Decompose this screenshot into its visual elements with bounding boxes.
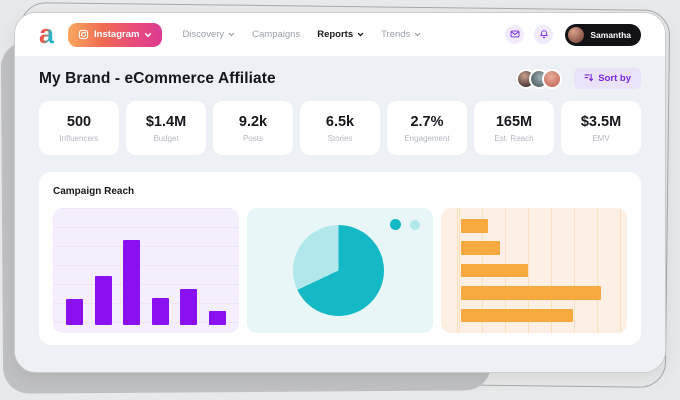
chevron-down-icon <box>357 31 364 38</box>
bar <box>461 263 529 278</box>
bar-series <box>461 219 601 322</box>
legend-dot <box>390 219 401 230</box>
stat-label: Stories <box>327 133 353 143</box>
app-logo[interactable]: a <box>39 19 55 49</box>
sort-icon <box>584 73 594 85</box>
nav-item-reports[interactable]: Reports <box>317 29 364 40</box>
stat-card-posts: 9.2k Posts <box>213 101 293 155</box>
bar <box>461 308 573 322</box>
nav-links: Discovery Campaigns Reports Trends <box>182 29 421 40</box>
bar <box>123 240 141 325</box>
stat-card-emv: $3.5M EMV <box>561 101 641 155</box>
sort-by-button[interactable]: Sort by <box>574 68 641 89</box>
stat-label: Engagement <box>404 133 450 143</box>
stats-row: 500 Influencers $1.4M Budget 9.2k Posts … <box>39 101 641 155</box>
chevron-down-icon <box>228 31 235 38</box>
page-title: My Brand - eCommerce Affiliate <box>39 69 276 87</box>
pie-chart <box>247 208 433 333</box>
bar <box>151 298 169 325</box>
team-avatar <box>542 68 563 89</box>
stat-value: 6.5k <box>325 113 355 130</box>
stat-label: Influencers <box>59 133 99 143</box>
nav-item-label: Reports <box>317 29 354 40</box>
instagram-icon <box>78 29 89 40</box>
chevron-down-icon <box>414 31 421 38</box>
nav-item-label: Campaigns <box>252 29 301 40</box>
bar <box>461 241 501 255</box>
stat-value: 165M <box>495 113 533 130</box>
chevron-down-icon <box>144 31 152 39</box>
stat-value: $3.5M <box>580 113 622 130</box>
stat-label: EMV <box>592 133 610 143</box>
stat-card-influencers: 500 Influencers <box>39 101 119 155</box>
stat-label: Est. Reach <box>494 133 534 143</box>
nav-item-campaigns[interactable]: Campaigns <box>252 29 300 40</box>
user-menu[interactable]: Samantha <box>565 23 641 46</box>
vertical-bar-chart <box>53 208 239 333</box>
bell-icon <box>539 26 549 44</box>
page-content: My Brand - eCommerce Affiliate <box>15 56 665 372</box>
nav-item-label: Discovery <box>182 29 225 40</box>
team-avatar-stack[interactable] <box>516 68 563 89</box>
campaign-reach-panel: Campaign Reach <box>39 172 641 345</box>
stat-value: 500 <box>66 113 92 130</box>
stat-value: 2.7% <box>410 113 444 130</box>
bar <box>66 299 83 325</box>
bar <box>180 289 198 325</box>
mail-icon <box>510 26 520 44</box>
notifications-button[interactable] <box>534 25 554 44</box>
stat-label: Budget <box>153 133 179 143</box>
legend-dot <box>410 219 420 230</box>
bar <box>461 219 488 233</box>
user-name: Samantha <box>590 29 631 40</box>
top-navbar: a Instagram Discovery Campaigns <box>15 13 665 56</box>
nav-item-discovery[interactable]: Discovery <box>182 29 235 40</box>
stat-card-stories: 6.5k Stories <box>300 101 380 155</box>
bar <box>461 286 601 300</box>
platform-selector-label: Instagram <box>94 29 140 40</box>
platform-selector-button[interactable]: Instagram <box>68 22 163 47</box>
pie-graphic <box>293 225 384 316</box>
pie-legend <box>390 219 420 230</box>
campaign-reach-title: Campaign Reach <box>53 186 135 197</box>
stat-value: 9.2k <box>238 113 268 130</box>
messages-button[interactable] <box>505 25 525 44</box>
stat-label: Posts <box>242 133 263 143</box>
bar <box>94 276 112 325</box>
stat-value: $1.4M <box>145 113 187 130</box>
stat-card-engagement: 2.7% Engagement <box>387 101 467 155</box>
stat-card-est-reach: 165M Est. Reach <box>474 101 554 155</box>
nav-item-trends[interactable]: Trends <box>381 29 421 40</box>
bar-series <box>66 221 226 325</box>
sort-by-label: Sort by <box>598 73 631 84</box>
app-window: a Instagram Discovery Campaigns <box>14 12 666 373</box>
horizontal-bar-chart <box>441 208 627 333</box>
stat-card-budget: $1.4M Budget <box>126 101 206 155</box>
user-avatar <box>568 26 585 43</box>
nav-item-label: Trends <box>381 29 411 40</box>
bar <box>208 311 226 325</box>
